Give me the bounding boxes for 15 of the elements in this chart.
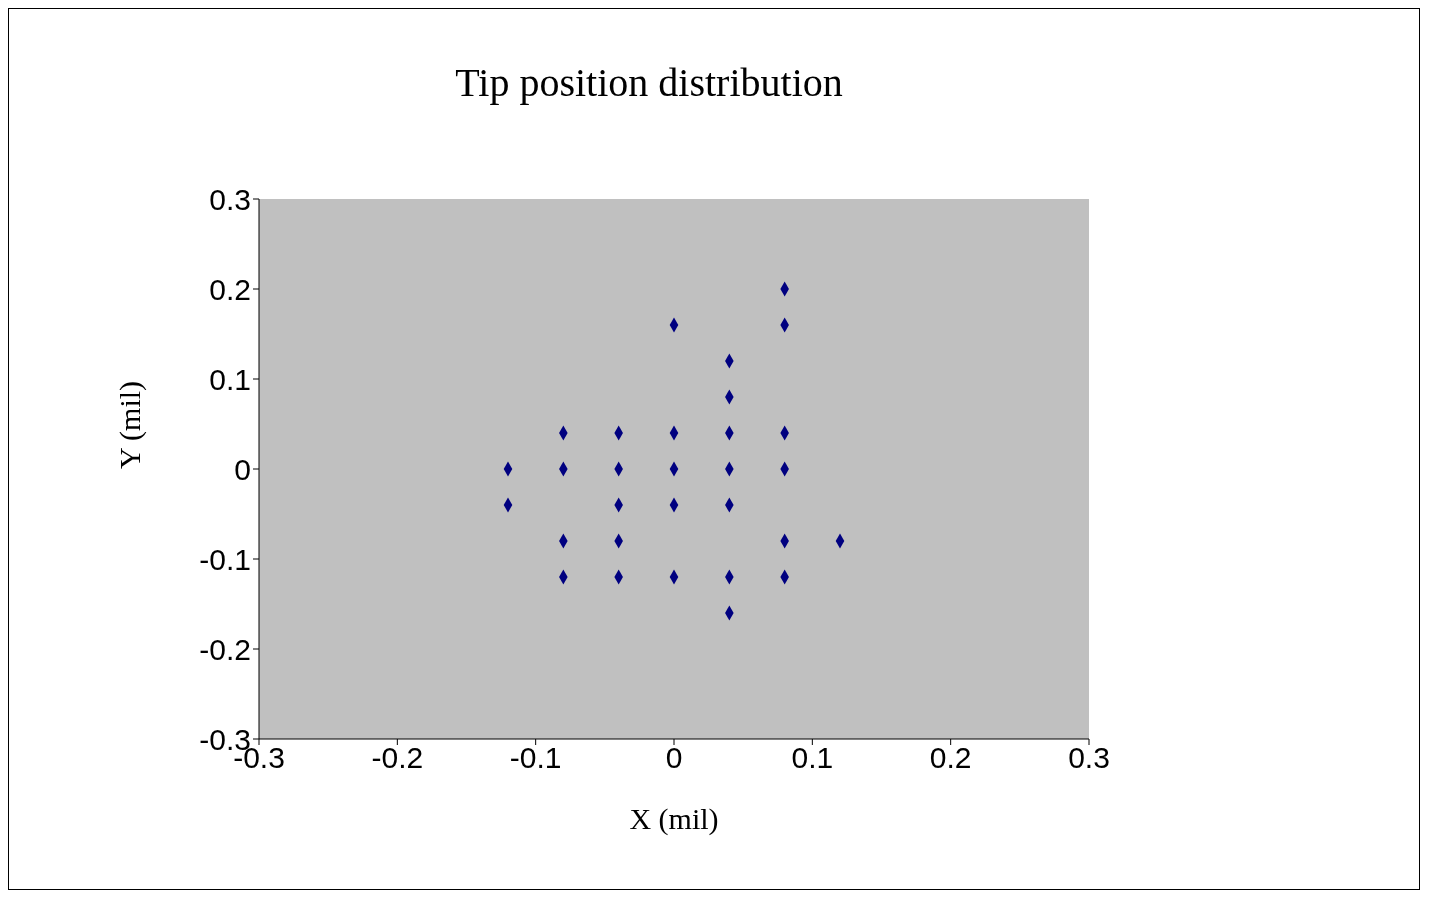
x-axis-title: X (mil): [629, 802, 719, 836]
x-tick-label: -0.1: [509, 741, 562, 775]
x-tick-label: 0.2: [929, 741, 972, 775]
y-tick-label: 0: [234, 452, 251, 486]
x-tick-label: 0.3: [1068, 741, 1110, 775]
y-tick-label: 0.1: [209, 362, 251, 396]
y-tick-label: 0.3: [209, 182, 251, 216]
y-axis-title: Y (mil): [112, 380, 147, 469]
x-tick-label: 0.1: [791, 741, 834, 775]
y-tick-label: -0.1: [199, 542, 251, 576]
x-tick-label: -0.2: [371, 741, 424, 775]
x-tick-label: 0: [665, 741, 683, 775]
chart-title: Tip position distribution: [454, 59, 844, 107]
y-tick-label: -0.2: [199, 632, 251, 666]
y-tick-label: 0.2: [209, 272, 251, 306]
